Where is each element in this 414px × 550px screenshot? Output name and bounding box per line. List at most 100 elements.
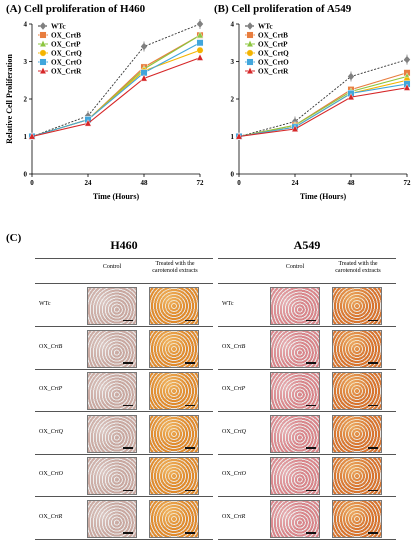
a549-title: A549 — [293, 238, 321, 252]
chart-0-legend-marker-3 — [39, 49, 47, 57]
chart-1-legend-label-2: OX_CrtP — [258, 41, 288, 49]
chart-1-series-0-point — [403, 55, 411, 64]
a549-control-micrograph — [270, 329, 320, 368]
h460-treated-micrograph — [149, 372, 199, 410]
a549-control-micrograph — [270, 372, 320, 410]
chart-1-series-4-line — [238, 83, 408, 138]
chart-1-series-2-line — [238, 75, 408, 138]
row-label-prefix: OX_ — [222, 513, 234, 520]
row-label-prefix: WTc — [222, 301, 234, 307]
scale-bar — [368, 532, 378, 534]
scale-bar — [306, 404, 316, 406]
chart-1-series-5-point — [291, 124, 299, 132]
h460-control-header: Control — [102, 264, 122, 270]
chart-0-ytick-label: 4 — [24, 21, 28, 29]
a549-treated-micrograph — [332, 372, 382, 410]
scale-bar — [306, 319, 316, 321]
scale-bar — [123, 362, 133, 364]
chart-1-xtick-label: 24 — [292, 179, 300, 187]
chart-1-series-5-point — [235, 132, 243, 140]
row-label-gene: CrtR — [233, 513, 246, 520]
chart-1-x-title: Time (Hours) — [300, 192, 347, 201]
h460-treated-header: Treated with the carotenoid extracts — [152, 261, 198, 274]
h460-treated-micrograph — [149, 457, 199, 495]
h460-treated-micrograph — [149, 287, 199, 325]
chart-1-legend-label-0: WTc — [258, 23, 273, 31]
panel-a-title: (A) Cell proliferation of H460 — [6, 3, 145, 15]
a549-row-label: OX_CrtO — [222, 471, 246, 477]
scale-bar — [123, 319, 133, 321]
panel-b-text: Cell proliferation of A549 — [231, 3, 352, 15]
h460-row-label: WTc — [39, 301, 51, 307]
chart-1-legend-marker-1 — [246, 31, 254, 39]
chart-1-ytick-label: 0 — [231, 171, 235, 179]
row-label-prefix: OX_ — [39, 386, 51, 392]
panel-a-text: Cell proliferation of H460 — [24, 3, 146, 15]
chart-1-legend-label-3: OX_CrtQ — [258, 50, 289, 58]
chart-0-legend-marker-4 — [39, 58, 47, 66]
scale-bar — [368, 404, 378, 406]
a549-row-label: OX_CrtP — [222, 386, 245, 392]
row-label-prefix: OX_ — [39, 471, 51, 477]
h460-row-label: OX_CrtO — [39, 471, 63, 477]
h460-control-micrograph — [87, 457, 137, 495]
chart-0-xtick-label: 24 — [85, 179, 93, 187]
row-label-prefix: OX_ — [222, 386, 234, 392]
h460-row-label: OX_CrtP — [39, 386, 62, 392]
chart-0-series-5-point — [84, 119, 92, 127]
scale-bar — [185, 532, 195, 534]
panel-b-letter: (B) — [214, 3, 229, 15]
chart-0-legend-label-3: OX_CrtQ — [51, 50, 82, 58]
scale-bar — [185, 447, 195, 449]
chart-1-legend-marker-0 — [246, 22, 254, 30]
row-label-gene: CrtO — [233, 471, 247, 477]
chart-0-legend-marker-2 — [39, 39, 47, 47]
chart-0-y-title: Relative Cell Proliferation — [5, 54, 14, 144]
scale-bar — [368, 447, 378, 449]
row-label-gene: CrtO — [50, 471, 64, 477]
h460-header-rule — [35, 258, 213, 259]
row-label-gene: CrtQ — [233, 428, 247, 435]
row-label-prefix: WTc — [39, 301, 51, 307]
panel-b-title: (B) Cell proliferation of A549 — [214, 3, 351, 15]
chart-0-series-4-line — [31, 42, 201, 138]
chart-1-series-5-point — [403, 83, 411, 91]
chart-0-series-5-line — [31, 57, 201, 138]
chart-0-legend-label-2: OX_CrtP — [51, 41, 81, 49]
chart-0-legend-label-1: OX_CrtB — [51, 32, 81, 40]
row-label-gene: CrtB — [50, 343, 63, 350]
scale-bar — [368, 319, 378, 321]
chart-1-legend-marker-5 — [246, 66, 254, 74]
h460-treated-micrograph — [149, 499, 199, 538]
chart-0-legend-label-4: OX_CrtO — [51, 59, 82, 67]
a549-treated-micrograph — [332, 457, 382, 495]
h460-title: H460 — [110, 238, 138, 252]
row-label-gene: CrtP — [50, 386, 63, 392]
chart-0-ytick-label: 2 — [24, 96, 28, 104]
a549-row-label: WTc — [222, 301, 234, 307]
a549-control-header: Control — [285, 264, 305, 270]
chart-1-xtick-label: 48 — [348, 179, 356, 187]
chart-1-ytick-label: 4 — [231, 21, 235, 29]
scale-bar — [306, 362, 316, 364]
scale-bar — [123, 489, 133, 491]
h460-row-label: OX_CrtB — [39, 344, 62, 350]
chart-0-legend-label-0: WTc — [51, 23, 66, 31]
chart-0-legend-marker-1 — [39, 31, 47, 39]
chart-1-legend-label-4: OX_CrtO — [258, 59, 289, 67]
scale-bar — [306, 532, 316, 534]
chart-1-ytick-label: 2 — [231, 96, 235, 104]
chart-0-series-0-line — [31, 23, 201, 137]
scale-bar — [123, 532, 133, 534]
panel-a-letter: (A) — [6, 3, 22, 15]
scale-bar — [368, 362, 378, 364]
chart-0-series-3-point — [196, 46, 204, 54]
a549-treated-micrograph — [332, 287, 382, 325]
row-label-gene: CrtQ — [50, 428, 64, 435]
row-label-prefix: OX_ — [222, 428, 234, 435]
scale-bar — [185, 489, 195, 491]
chart-1-xtick-label: 0 — [237, 179, 241, 187]
chart-1-ytick-label: 1 — [231, 133, 235, 141]
chart-0-xtick-label: 72 — [197, 179, 205, 187]
